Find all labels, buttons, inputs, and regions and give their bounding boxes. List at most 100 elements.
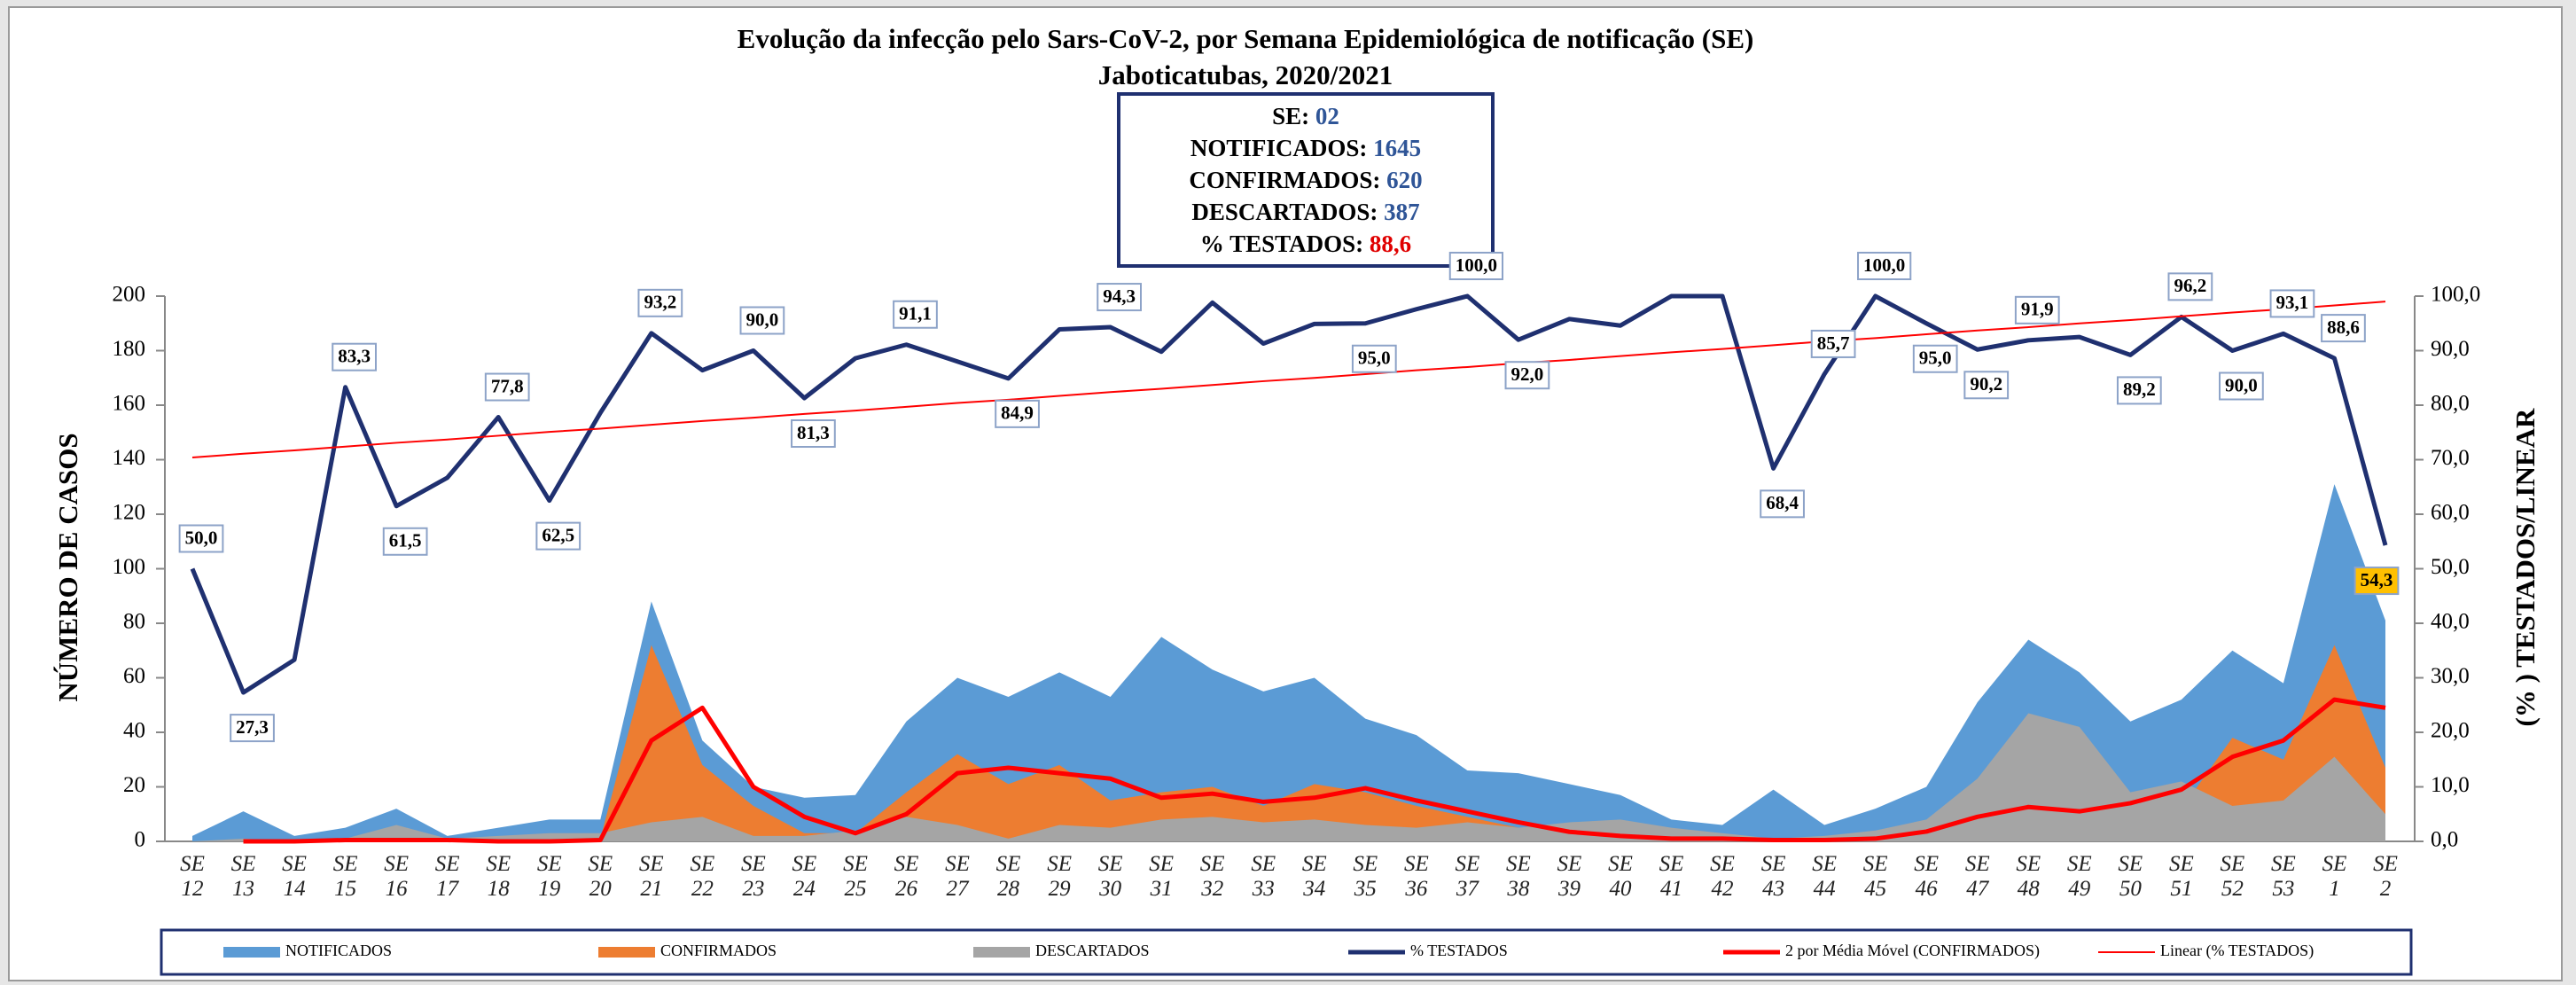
data-label: 81,3 [797,422,830,443]
x-tick-label: SE 17 [434,852,460,901]
legend-swatch [973,947,1030,958]
x-tick-label: SE 51 [2168,852,2194,901]
data-label-box [2269,289,2315,318]
legend-swatch [223,947,280,958]
data-label-box [1448,252,1503,280]
info-value: 620 [1386,167,1423,193]
y2-tick-label: 50,0 [2431,555,2470,579]
x-tick-label: SE 46 [1914,852,1940,901]
x-tick-label: SE 53 [2271,852,2296,901]
data-label-box [1810,329,1856,358]
y-tick-label: 200 [113,283,146,307]
x-tick-label: SE 29 [1047,852,1072,901]
info-row: DESCARTADOS: 387 [1191,199,1419,225]
legend-label: CONFIRMADOS [660,942,777,959]
x-tick-label: SE 23 [740,852,766,901]
legend-label: Linear (% TESTADOS) [2160,942,2314,960]
x-tick-label: SE 35 [1353,852,1378,901]
x-tick-label: SE 22 [690,852,715,901]
line [190,293,2388,695]
line [243,697,2386,844]
info-label: SE: [1272,103,1309,129]
data-label: 90,0 [2225,374,2258,395]
data-label-box [1504,361,1550,390]
data-label: 77,8 [491,375,524,396]
info-row: NOTIFICADOS: 1645 [1190,135,1421,161]
data-label-box [1963,371,2010,400]
area [192,713,2385,841]
data-label: 90,2 [1970,373,2002,395]
data-label-box [1351,344,1397,373]
info-row: % TESTADOS: 88,6 [1200,231,1411,257]
x-tick-label: SE 25 [843,852,868,901]
x-tick-label: SE 31 [1149,852,1175,901]
y2-tick-label: 80,0 [2431,392,2470,416]
data-label: 91,9 [2021,299,2054,320]
y-tick-label: 100 [113,555,146,579]
y-axis-title: NÚMERO DE CASOS [52,433,83,701]
x-tick-label: SE 38 [1506,852,1531,901]
chart-subtitle: Jaboticatubas, 2020/2021 [1098,59,1393,90]
data-label-box [535,521,582,551]
x-tick-label: SE 30 [1097,852,1123,901]
info-row: SE: 02 [1272,103,1339,129]
x-tick-label: SE 48 [2016,852,2041,901]
data-label: 54,3 [2361,569,2393,590]
data-label: 85,7 [1817,332,1850,354]
data-label: 27,3 [236,716,269,738]
data-label: 68,4 [1766,492,1799,513]
data-label-box [382,527,428,556]
x-tick-label: SE 45 [1862,852,1888,901]
lines [190,293,2388,844]
data-label-box [332,342,377,371]
legend-label: 2 por Média Móvel (CONFIRMADOS) [1785,942,2040,960]
legend [160,928,2413,976]
data-label: 83,3 [338,346,371,367]
info-value: 1645 [1373,135,1421,161]
y2-tick-label: 90,0 [2431,337,2470,361]
data-label-box [230,714,275,743]
legend-label: DESCARTADOS [1035,942,1150,959]
data-label-box [1857,252,1912,280]
data-label-box [484,372,530,402]
data-label-box [995,399,1040,428]
x-tick-label: SE 39 [1557,852,1582,901]
info-row: CONFIRMADOS: 620 [1189,167,1422,193]
areas [192,484,2385,841]
data-label-box [178,524,224,553]
x-tick-label: SE 47 [1964,852,1990,901]
y-tick-label: 60 [123,664,145,688]
data-label-box [2014,295,2060,324]
data-label: 100,0 [1863,254,1905,276]
y2-tick-label: 60,0 [2431,501,2470,525]
data-label-box [739,306,785,335]
x-tick-label: SE 36 [1403,852,1429,901]
data-label-box [893,300,938,329]
x-tick-label: SE 14 [282,852,307,901]
data-label: 96,2 [2174,275,2206,296]
x-tick-label: SE 43 [1760,852,1786,901]
x-tick-label: SE 13 [230,852,256,901]
x-tick-label: SE 34 [1301,852,1327,901]
x-tick-label: SE 18 [486,852,511,901]
data-label: 62,5 [542,524,574,545]
data-label: 93,1 [2276,292,2309,313]
info-label: DESCARTADOS: [1191,199,1378,225]
x-tick-label: SE 2 [2373,852,2398,901]
y2-tick-label: 100,0 [2431,283,2480,307]
data-label: 50,0 [185,527,218,548]
x-tick-label: SE 16 [384,852,410,901]
y-tick-label: 120 [113,501,146,525]
y-tick-label: 140 [113,446,146,470]
data-label-box [1760,489,1805,519]
x-tick-label: SE 49 [2066,852,2092,901]
x-tick-label: SE 1 [2322,852,2347,901]
labels: 50,0 27,3 83,3 61,5 77,8 62,5 93,2 90,0 81,3 91,1… [178,252,2400,743]
info-value: 387 [1384,199,1420,225]
data-label-box [2219,371,2264,401]
x-tick-label: SE 40 [1608,852,1633,901]
info-label: % TESTADOS: [1200,231,1363,257]
x-tick-label: SE 44 [1812,852,1837,901]
